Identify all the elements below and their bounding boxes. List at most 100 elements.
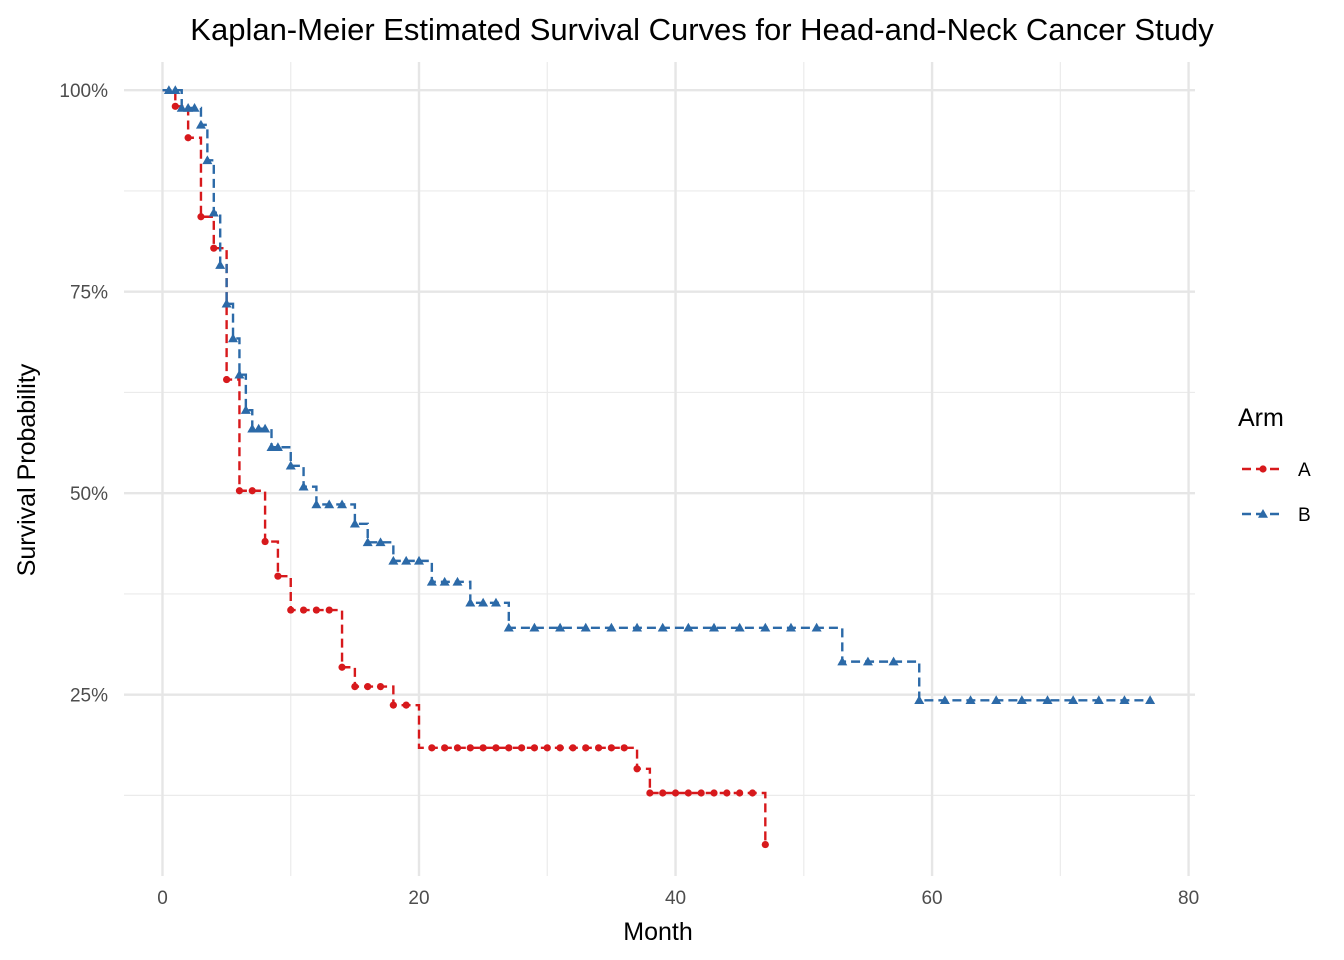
censor-mark-A — [248, 487, 256, 495]
y-tick-label: 75% — [70, 283, 108, 304]
series-A — [162, 89, 769, 849]
censor-mark-B — [529, 622, 540, 632]
censor-mark-B — [228, 333, 239, 343]
censor-mark-A — [184, 134, 192, 142]
censor-mark-A — [569, 744, 577, 752]
series-B — [162, 85, 1156, 705]
censor-mark-B — [215, 260, 226, 269]
censor-mark-B — [272, 442, 283, 451]
censor-mark-B — [426, 576, 437, 586]
censor-mark-B — [657, 622, 668, 632]
censor-mark-B — [1145, 695, 1156, 705]
censor-mark-B — [253, 423, 264, 433]
x-tick-label: 80 — [1178, 888, 1199, 909]
censor-mark-A — [505, 744, 513, 752]
censor-mark-B — [208, 207, 219, 217]
censor-mark-A — [684, 789, 692, 797]
censor-mark-B — [337, 499, 348, 509]
censor-mark-A — [235, 487, 244, 495]
censor-mark-B — [401, 555, 412, 565]
censor-mark-A — [402, 701, 410, 709]
chart-title: Kaplan-Meier Estimated Survival Curves f… — [190, 12, 1214, 47]
censor-mark-B — [311, 499, 322, 509]
x-axis-title: Month — [623, 918, 692, 946]
censor-mark-B — [266, 442, 277, 451]
censor-mark-B — [195, 119, 206, 129]
censor-mark-B — [1119, 695, 1130, 705]
censor-mark-A — [659, 789, 667, 797]
censor-mark-A — [736, 789, 744, 797]
censor-mark-B — [811, 622, 822, 632]
x-tick-label: 20 — [408, 888, 429, 909]
censor-mark-A — [351, 683, 359, 691]
censor-mark-B — [632, 622, 643, 632]
censor-mark-B — [176, 102, 187, 112]
y-axis-title: Survival Probability — [13, 363, 41, 576]
censor-mark-B — [240, 405, 251, 414]
censor-mark-A — [723, 789, 731, 797]
censor-mark-B — [285, 460, 296, 470]
censor-mark-A — [389, 701, 397, 709]
censor-mark-A — [197, 213, 205, 221]
censor-mark-B — [991, 695, 1002, 705]
censor-mark-A — [697, 789, 705, 797]
legend-label: A — [1298, 460, 1311, 481]
censor-mark-B — [965, 695, 976, 705]
censor-mark-B — [1068, 695, 1079, 705]
censor-mark-B — [375, 537, 386, 547]
censor-mark-B — [734, 622, 745, 632]
censor-mark-A — [453, 744, 462, 752]
series-line-B — [162, 89, 1151, 702]
y-tick-label: 100% — [59, 81, 108, 102]
legend: Arm A B — [1238, 404, 1311, 526]
x-tick-label: 0 — [157, 888, 168, 909]
censor-mark-A — [761, 840, 769, 849]
legend-key-marker — [1259, 465, 1267, 473]
censor-mark-B — [503, 622, 514, 632]
censor-mark-A — [376, 683, 385, 691]
censor-mark-A — [299, 606, 308, 614]
y-tick-label: 25% — [70, 686, 108, 707]
censor-mark-B — [414, 555, 425, 565]
censor-mark-B — [785, 622, 796, 632]
censor-mark-A — [223, 375, 231, 384]
censor-mark-A — [287, 606, 295, 614]
x-tick-label: 40 — [665, 888, 686, 909]
censor-mark-B — [189, 102, 200, 112]
censor-mark-A — [556, 744, 564, 752]
censor-mark-B — [478, 597, 489, 607]
censor-mark-A — [671, 789, 680, 797]
censor-mark-A — [338, 663, 346, 671]
censor-mark-A — [530, 744, 539, 752]
censor-mark-B — [1016, 695, 1027, 705]
censor-mark-B — [888, 656, 899, 666]
censor-mark-A — [710, 789, 718, 797]
y-axis-ticks: 25% 50% 75% 100% — [59, 81, 108, 706]
censor-mark-A — [594, 744, 603, 752]
censor-mark-B — [170, 85, 181, 94]
censor-mark-B — [221, 298, 232, 308]
censor-mark-A — [518, 744, 526, 752]
legend-item-A: A — [1242, 460, 1311, 481]
censor-mark-B — [324, 499, 335, 509]
censor-mark-A — [543, 744, 551, 752]
censor-mark-A — [312, 606, 320, 614]
censor-mark-B — [465, 597, 476, 607]
legend-label: B — [1298, 505, 1311, 526]
legend-key-marker — [1258, 509, 1268, 518]
censor-mark-B — [388, 555, 399, 565]
censor-mark-B — [760, 622, 771, 632]
censor-mark-B — [606, 622, 617, 632]
censor-mark-A — [274, 572, 282, 580]
legend-item-B: B — [1242, 505, 1311, 526]
series-layer — [162, 85, 1156, 849]
grid — [124, 62, 1195, 876]
censor-mark-B — [683, 622, 694, 632]
censor-mark-A — [210, 244, 218, 252]
censor-mark-B — [247, 423, 258, 433]
censor-mark-A — [364, 683, 372, 691]
censor-mark-B — [1093, 695, 1104, 705]
censor-mark-B — [452, 576, 463, 586]
